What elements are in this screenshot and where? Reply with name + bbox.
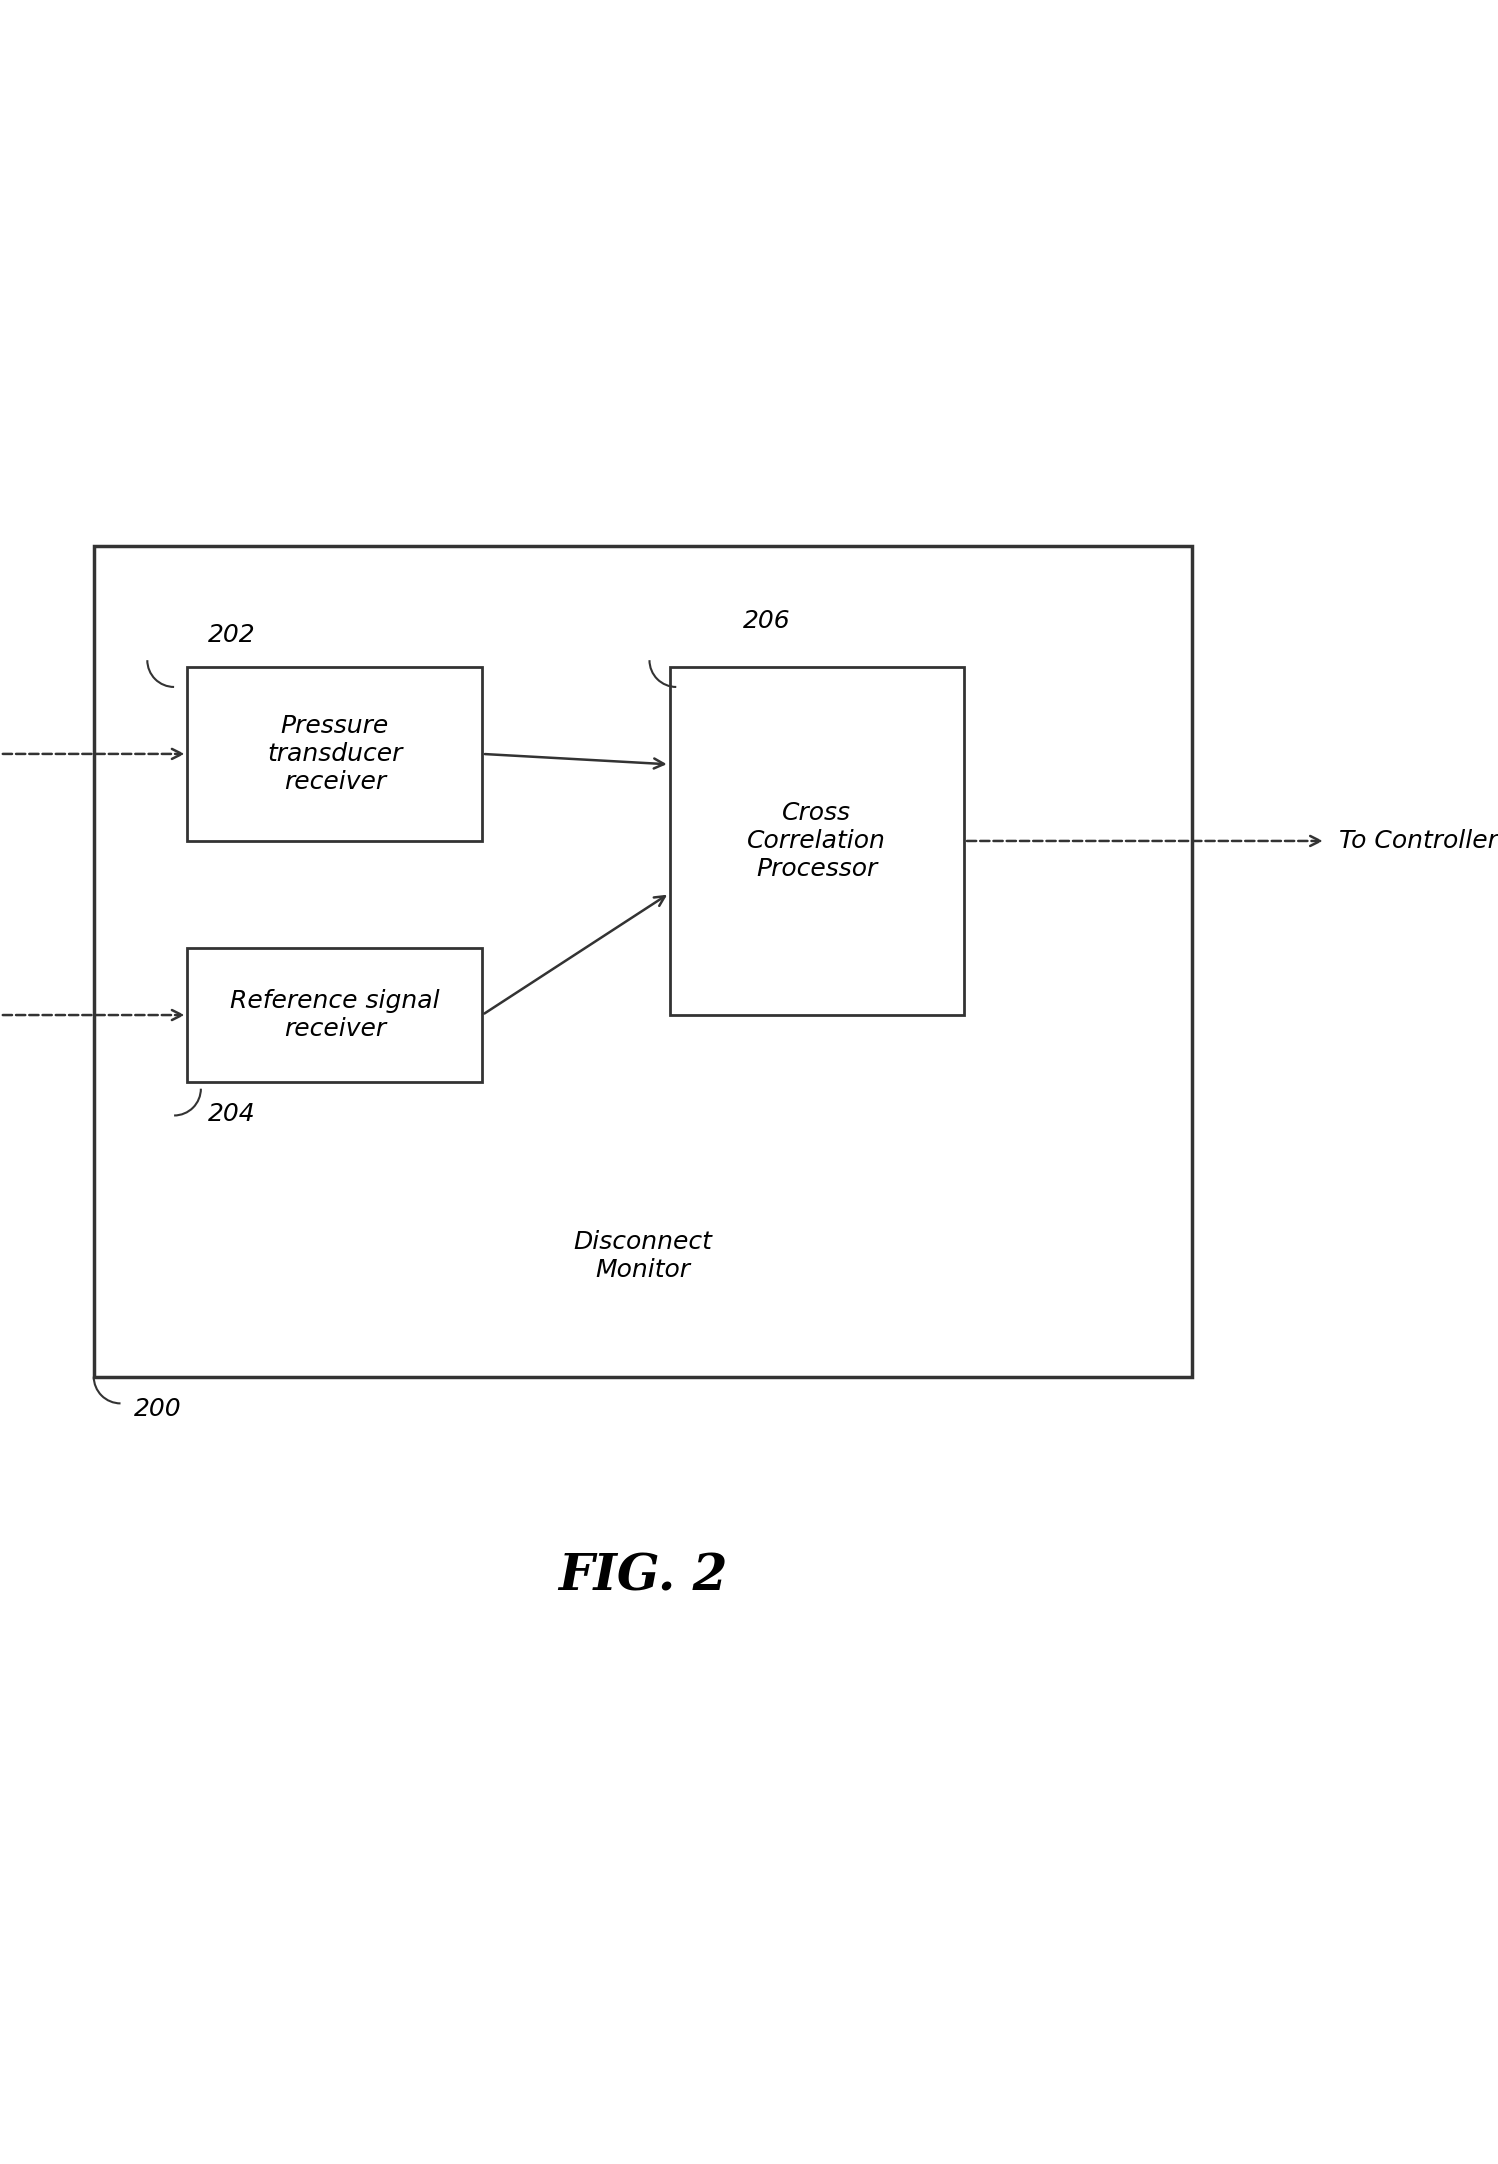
FancyBboxPatch shape — [94, 545, 1192, 1376]
Text: Pressure
transducer
receiver: Pressure transducer receiver — [267, 714, 403, 794]
FancyBboxPatch shape — [187, 948, 482, 1082]
FancyBboxPatch shape — [670, 667, 965, 1015]
Text: Reference signal
receiver: Reference signal receiver — [231, 989, 439, 1041]
Text: 206: 206 — [743, 610, 791, 634]
Text: 200: 200 — [133, 1396, 181, 1422]
Text: 202: 202 — [208, 623, 255, 647]
Text: 204: 204 — [208, 1101, 255, 1125]
Text: Disconnect
Monitor: Disconnect Monitor — [574, 1229, 712, 1281]
Text: To Controller: To Controller — [1339, 829, 1498, 853]
FancyBboxPatch shape — [187, 667, 482, 842]
Text: FIG. 2: FIG. 2 — [559, 1554, 728, 1601]
Text: Cross
Correlation
Processor: Cross Correlation Processor — [748, 801, 887, 881]
